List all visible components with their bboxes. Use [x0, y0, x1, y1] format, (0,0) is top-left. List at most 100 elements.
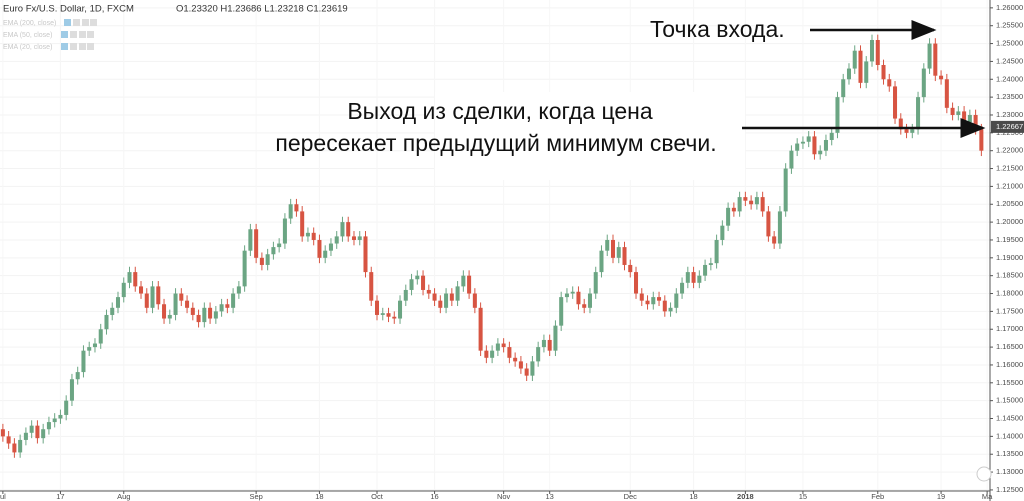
- indicator-label: EMA (50, close): [3, 32, 52, 39]
- candle-body: [651, 297, 656, 305]
- candle-body: [421, 275, 426, 290]
- candle-body: [133, 272, 138, 287]
- indicator-icon[interactable]: [79, 31, 86, 38]
- candle-body: [823, 139, 828, 151]
- candle-body: [933, 43, 938, 76]
- candle-body: [162, 304, 167, 319]
- y-tick-label: 1.16000: [996, 360, 1023, 369]
- candle-body: [858, 50, 863, 83]
- annotation-text: пересекает предыдущий минимум свечи.: [275, 130, 716, 156]
- candle-body: [541, 339, 546, 348]
- settings-button[interactable]: [976, 466, 992, 482]
- candle-body: [501, 343, 506, 348]
- y-tick-label: 1.15000: [996, 396, 1023, 405]
- candle-body: [967, 114, 972, 123]
- candle-body: [662, 300, 667, 312]
- candle-body: [777, 211, 782, 244]
- x-tick-label: 2018: [737, 492, 754, 501]
- candle-body: [386, 313, 391, 317]
- indicator-label: EMA (20, close): [3, 44, 52, 51]
- candle-body: [248, 229, 253, 251]
- candle-body: [536, 347, 541, 362]
- last-price-box: [991, 120, 1024, 133]
- candle-body: [582, 304, 587, 308]
- x-tick-label: ul: [0, 492, 6, 501]
- candle-body: [881, 64, 886, 80]
- indicator-icon[interactable]: [73, 19, 80, 26]
- indicator-icon[interactable]: [61, 43, 68, 50]
- y-tick-label: 1.24500: [996, 56, 1023, 65]
- indicator-icon[interactable]: [61, 31, 68, 38]
- candle-body: [547, 339, 552, 351]
- indicator-icon[interactable]: [70, 31, 77, 38]
- axes: 1.12500 1.13000 1.13500 1.14000 1.14500 1.150…: [0, 3, 1024, 501]
- candle-body: [668, 307, 673, 312]
- candle-body: [173, 293, 178, 315]
- y-tick-label: 1.13000: [996, 467, 1023, 476]
- x-tick-label: Aug: [117, 492, 130, 501]
- candle-body: [869, 39, 875, 62]
- candle-body: [271, 247, 276, 255]
- y-tick-label: 1.23500: [996, 92, 1023, 101]
- candle-body: [35, 425, 40, 439]
- candle-body: [323, 250, 328, 258]
- x-tick-label: 13: [546, 492, 554, 501]
- candle-body: [190, 307, 195, 315]
- candle-body: [6, 436, 11, 444]
- candle-body: [616, 247, 621, 258]
- candle-body: [340, 222, 345, 237]
- candle-body: [795, 143, 800, 151]
- y-tick-label: 1.14000: [996, 431, 1023, 440]
- candle-body: [950, 107, 955, 115]
- candle-body: [835, 97, 840, 133]
- candle-body: [564, 293, 569, 298]
- indicator-icon[interactable]: [70, 43, 77, 50]
- candle-body: [208, 307, 213, 319]
- indicator-icon[interactable]: [87, 43, 94, 50]
- candle-body: [127, 272, 132, 283]
- y-tick-label: 1.14500: [996, 413, 1023, 422]
- candle-body: [737, 197, 742, 212]
- candle-body: [81, 350, 86, 373]
- candle-body: [58, 414, 63, 419]
- candle-body: [461, 275, 466, 287]
- candle-body: [622, 247, 627, 265]
- candle-body: [829, 132, 834, 140]
- candle-body: [426, 289, 431, 294]
- candle-body: [691, 272, 696, 283]
- indicator-icon[interactable]: [82, 19, 89, 26]
- candle-body: [513, 357, 518, 362]
- y-tick-label: 1.17500: [996, 306, 1023, 315]
- indicator-icon[interactable]: [90, 19, 97, 26]
- candle-body: [893, 86, 898, 119]
- candle-body: [685, 272, 690, 283]
- candle-body: [328, 243, 333, 251]
- candle-body: [265, 254, 270, 265]
- indicator-icon[interactable]: [79, 43, 86, 50]
- candle-body: [530, 361, 535, 376]
- candle-body: [196, 314, 201, 323]
- candle-body: [841, 79, 846, 98]
- candle-body: [714, 239, 719, 264]
- candle-body: [593, 272, 598, 294]
- candle-body: [139, 286, 144, 294]
- candle-body: [12, 443, 17, 453]
- grid: [0, 7, 990, 491]
- candle-body: [23, 432, 28, 440]
- candle-body: [720, 225, 725, 240]
- candle-body: [300, 211, 305, 237]
- candle-body: [524, 368, 529, 376]
- indicator-icon[interactable]: [64, 19, 71, 26]
- candle-body: [202, 307, 207, 323]
- candle-body: [179, 293, 184, 301]
- candle-body: [697, 275, 702, 283]
- candle-body: [887, 79, 892, 87]
- candle-body: [726, 207, 731, 226]
- candle-body: [277, 243, 282, 248]
- candle-body: [467, 275, 472, 294]
- candle-body: [236, 286, 241, 294]
- candle-body: [939, 75, 944, 80]
- indicator-icon[interactable]: [87, 31, 94, 38]
- candle-body: [812, 136, 817, 155]
